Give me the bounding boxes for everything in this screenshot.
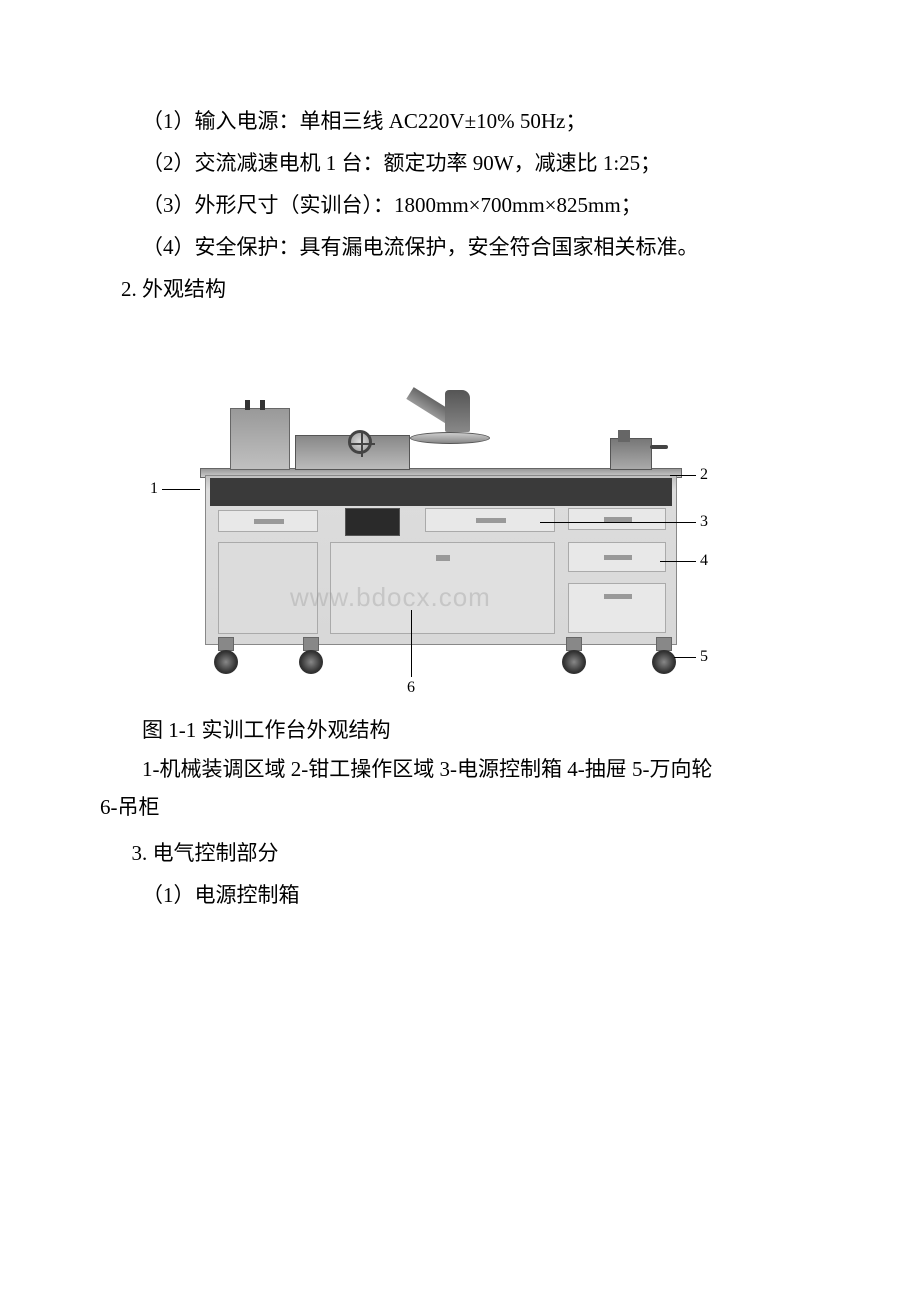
section-3-sub-1: （1）电源控制箱 <box>100 874 820 916</box>
drawer-right-2 <box>568 542 666 572</box>
label-line-2 <box>670 475 696 476</box>
wheel-1 <box>210 642 242 674</box>
drawer-left <box>218 510 318 532</box>
lathe-handwheel <box>348 430 372 454</box>
vise-handle <box>650 445 668 449</box>
label-5: 5 <box>700 648 708 666</box>
label-line-1 <box>162 489 200 490</box>
spec-item-1: （1）输入电源：单相三线 AC220V±10% 50Hz； <box>100 100 820 142</box>
label-2: 2 <box>700 466 708 484</box>
drawer-middle <box>425 508 555 532</box>
section-3-heading: 3. 电气控制部分 <box>100 832 820 874</box>
label-line-6 <box>411 610 412 677</box>
wheel-3 <box>558 642 590 674</box>
spec-item-3: （3）外形尺寸（实训台）：1800mm×700mm×825mm； <box>100 184 820 226</box>
control-panel <box>345 508 400 536</box>
label-6: 6 <box>407 679 415 697</box>
label-3: 3 <box>700 513 708 531</box>
wheel-4 <box>648 642 680 674</box>
spec-item-4: （4）安全保护：具有漏电流保护，安全符合国家相关标准。 <box>100 226 820 268</box>
wheel-2 <box>295 642 327 674</box>
machine-knob-1 <box>245 400 250 410</box>
vise-jaw <box>618 430 630 442</box>
drawer-right-3 <box>568 583 666 633</box>
bench-dark-strip <box>210 478 672 506</box>
label-line-5 <box>674 657 696 658</box>
figure-legend-2: 6-吊柜 <box>100 788 820 826</box>
drawer-right-1 <box>568 508 666 530</box>
watermark-text: www.bdocx.com <box>290 582 491 613</box>
spec-item-2: （2）交流减速电机 1 台：额定功率 90W，减速比 1:25； <box>100 142 820 184</box>
vise-body <box>610 438 652 470</box>
label-line-3 <box>540 522 696 523</box>
label-1: 1 <box>150 480 158 498</box>
section-2-heading: 2. 外观结构 <box>100 268 820 310</box>
label-4: 4 <box>700 552 708 570</box>
machine-knob-2 <box>260 400 265 410</box>
label-line-4 <box>660 561 696 562</box>
figure-workbench: www.bdocx.com 1 2 3 4 5 6 <box>150 330 710 700</box>
figure-caption: 图 1-1 实训工作台外观结构 <box>100 710 820 750</box>
grinder-disc <box>410 432 490 444</box>
figure-legend-1: 1-机械装调区域 2-钳工操作区域 3-电源控制箱 4-抽屉 5-万向轮 <box>100 750 820 788</box>
grinder-cover <box>445 390 470 432</box>
machine-box <box>230 408 290 470</box>
